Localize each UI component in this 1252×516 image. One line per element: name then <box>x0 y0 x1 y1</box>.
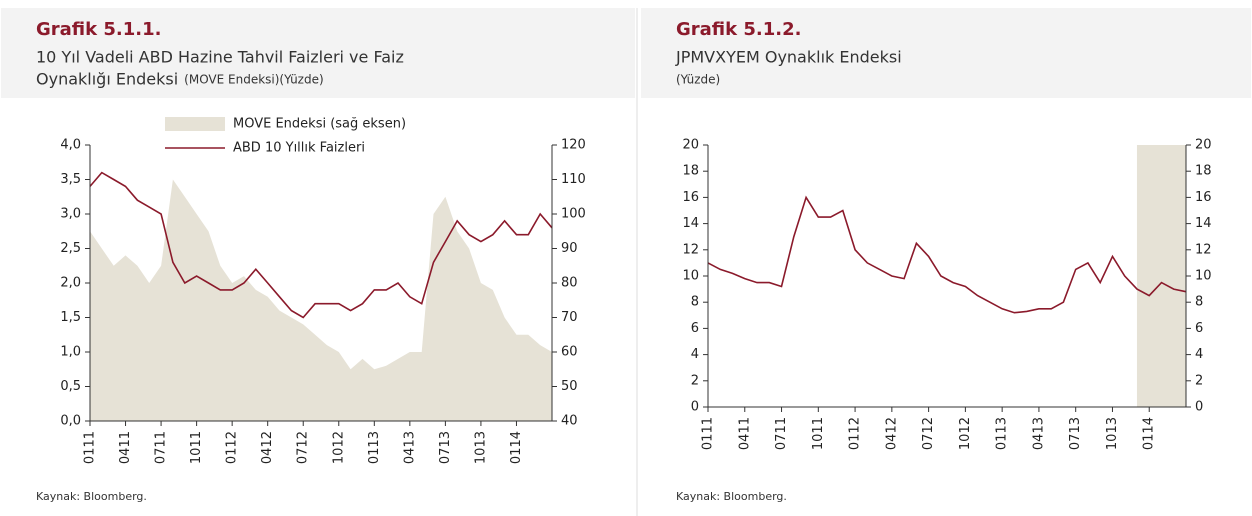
y2-tick-label: 90 <box>561 241 578 256</box>
legend-label: ABD 10 Yıllık Faizleri <box>233 141 365 156</box>
legend-label: MOVE Endeksi (sağ eksen) <box>233 117 406 132</box>
chart-subtitle: JPMVXYEM Oynaklık Endeksi <box>675 48 902 67</box>
y2-tick-label: 60 <box>561 345 578 360</box>
y2-tick-label: 110 <box>561 172 586 187</box>
x-tick-label: 0712 <box>296 431 311 464</box>
y2-tick-label: 16 <box>1195 190 1212 205</box>
x-tick-label: 0411 <box>737 417 752 450</box>
source: Kaynak: Bloomberg. <box>36 490 147 503</box>
y-tick-label: 18 <box>682 164 699 179</box>
x-tick-label: 0112 <box>225 431 240 464</box>
y-tick-label: 3,5 <box>60 172 81 187</box>
x-tick-label: 0413 <box>1031 417 1046 450</box>
chart-subtitle: 10 Yıl Vadeli ABD Hazine Tahvil Faizleri… <box>36 48 404 67</box>
y2-tick-label: 2 <box>1195 373 1203 388</box>
y2-tick-label: 50 <box>561 379 578 394</box>
x-tick-label: 0111 <box>83 431 98 464</box>
y2-tick-label: 70 <box>561 310 578 325</box>
x-tick-label: 0114 <box>1142 417 1157 450</box>
y2-tick-label: 20 <box>1195 138 1212 153</box>
y2-tick-label: 80 <box>561 276 578 291</box>
source: Kaynak: Bloomberg. <box>676 490 787 503</box>
y-tick-label: 0,5 <box>60 379 81 394</box>
y2-tick-label: 12 <box>1195 242 1212 257</box>
chart-title: Grafik 5.1.1. <box>36 19 161 40</box>
x-tick-label: 1011 <box>811 417 826 450</box>
x-tick-label: 0412 <box>260 431 275 464</box>
area <box>90 179 552 421</box>
y2-tick-label: 120 <box>561 138 586 153</box>
y-tick-label: 2,0 <box>60 276 81 291</box>
x-tick-label: 0114 <box>509 431 524 464</box>
chart-subtitle: Oynaklığı Endeksi <box>36 70 178 89</box>
x-tick-label: 0413 <box>402 431 417 464</box>
y2-tick-label: 40 <box>561 414 578 429</box>
y-tick-label: 2,5 <box>60 241 81 256</box>
x-tick-label: 1011 <box>189 431 204 464</box>
y-tick-label: 3,0 <box>60 207 81 222</box>
x-tick-label: 0713 <box>1068 417 1083 450</box>
y-tick-label: 0 <box>691 400 699 415</box>
y2-tick-label: 18 <box>1195 164 1212 179</box>
header-band <box>1 8 635 98</box>
y-tick-label: 12 <box>682 242 699 257</box>
y-tick-label: 6 <box>691 321 699 336</box>
x-tick-label: 0713 <box>438 431 453 464</box>
line <box>707 195 1187 314</box>
x-tick-label: 1013 <box>1105 417 1120 450</box>
x-tick-label: 0113 <box>367 431 382 464</box>
x-tick-label: 0712 <box>921 417 936 450</box>
y-tick-label: 10 <box>682 269 699 284</box>
y2-tick-label: 4 <box>1195 347 1203 362</box>
x-tick-label: 0111 <box>701 417 716 450</box>
y-tick-label: 4 <box>691 347 699 362</box>
highlight-band <box>1136 145 1186 407</box>
x-tick-label: 1012 <box>331 431 346 464</box>
x-tick-label: 1013 <box>473 431 488 464</box>
y2-tick-label: 10 <box>1195 269 1212 284</box>
y-tick-label: 4,0 <box>60 138 81 153</box>
y-tick-label: 0,0 <box>60 414 81 429</box>
chart-title: Grafik 5.1.2. <box>676 19 801 40</box>
y-tick-label: 1,5 <box>60 310 81 325</box>
y2-tick-label: 6 <box>1195 321 1203 336</box>
y-tick-label: 16 <box>682 190 699 205</box>
unit-note: (MOVE Endeksi)(Yüzde) <box>184 73 324 87</box>
y2-tick-label: 0 <box>1195 400 1203 415</box>
y-tick-label: 2 <box>691 373 699 388</box>
x-tick-label: 1012 <box>958 417 973 450</box>
unit-note: (Yüzde) <box>676 73 720 87</box>
x-tick-label: 0711 <box>774 417 789 450</box>
x-tick-label: 0711 <box>154 431 169 464</box>
y-tick-label: 14 <box>682 216 699 231</box>
x-tick-label: 0411 <box>118 431 133 464</box>
y2-tick-label: 14 <box>1195 216 1212 231</box>
y2-tick-label: 100 <box>561 207 586 222</box>
header-band <box>641 8 1251 98</box>
y-tick-label: 20 <box>682 138 699 153</box>
x-tick-label: 0113 <box>995 417 1010 450</box>
y2-tick-label: 8 <box>1195 295 1203 310</box>
y-tick-label: 8 <box>691 295 699 310</box>
legend-swatch <box>165 117 225 131</box>
y-tick-label: 1,0 <box>60 345 81 360</box>
x-tick-label: 0412 <box>884 417 899 450</box>
x-tick-label: 0112 <box>848 417 863 450</box>
line <box>89 171 553 319</box>
